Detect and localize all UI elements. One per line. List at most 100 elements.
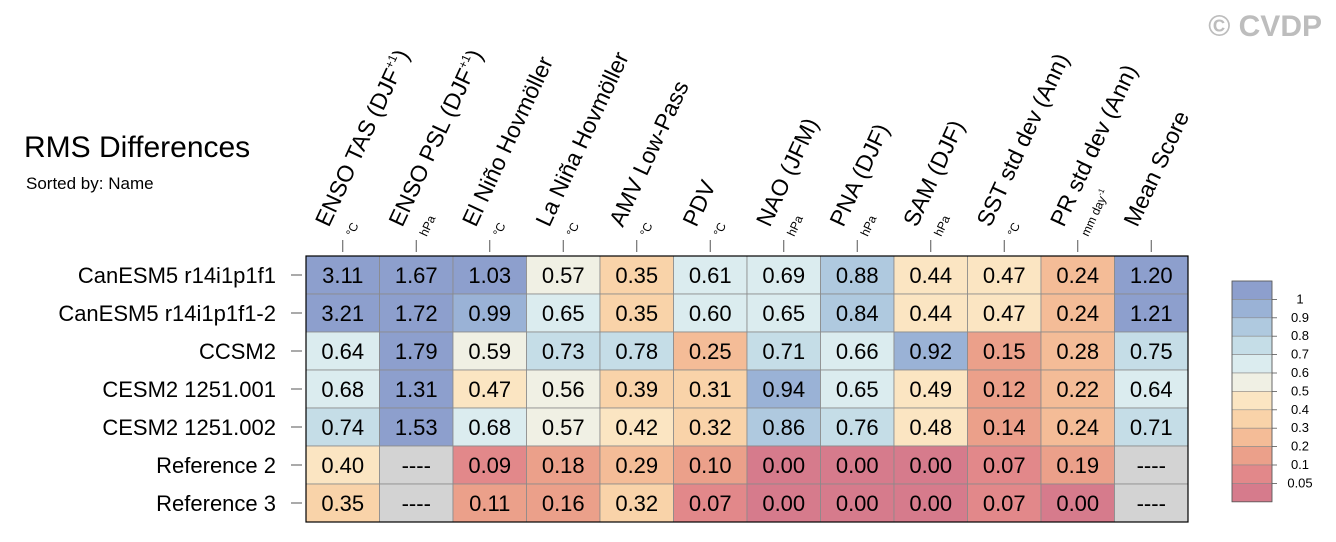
column-label: PNA (DJF) [824,120,894,231]
colorbar-label: 0.5 [1291,383,1309,398]
cell-value: ---- [402,453,431,478]
cell-value: 0.65 [836,377,879,402]
cell-value: 3.21 [321,301,364,326]
cell-value: 1.72 [395,301,438,326]
heatmap-cell [599,331,674,371]
grid-border [305,255,1189,523]
cell-value: 0.16 [542,491,585,516]
column-header: PDV°C [677,176,729,239]
heatmap-cell [673,255,748,295]
cell-value: 0.84 [836,301,879,326]
cell-value: 0.12 [983,377,1026,402]
heatmap-cell [673,369,748,409]
column-label: PDV [677,176,721,230]
column-unit: °C [490,220,509,238]
heatmap-cell [967,445,1042,485]
cell-value: 0.44 [909,301,952,326]
colorbar-label: 0.8 [1291,328,1309,343]
cell-value: 1.67 [395,263,438,288]
cell-value: 0.07 [689,491,732,516]
cell-value: 1.21 [1130,301,1173,326]
cell-value: 0.60 [689,301,732,326]
cell-value: 1.53 [395,415,438,440]
colorbar-swatch [1231,391,1273,411]
cell-value: ---- [1137,453,1166,478]
cell-value: 1.31 [395,377,438,402]
heatmap-cell [379,445,454,485]
heatmap-cell [305,293,380,333]
cell-value: 0.75 [1130,339,1173,364]
column-unit: °C [637,220,656,238]
heatmap-cell [893,483,968,523]
cell-value: 0.92 [909,339,952,364]
colorbar-swatch [1231,354,1273,374]
cell-value: 0.28 [1056,339,1099,364]
cell-value: 0.32 [615,491,658,516]
cell-value: 0.56 [542,377,585,402]
cell-value: 0.00 [762,453,805,478]
cell-value: 0.31 [689,377,732,402]
colorbar-swatch [1231,464,1273,484]
cell-value: 0.24 [1056,301,1099,326]
colorbar-label: 0.1 [1291,457,1309,472]
cell-value: 0.00 [909,491,952,516]
cell-value: 0.57 [542,263,585,288]
heatmap-cell [820,483,895,523]
heatmap-cell [379,255,454,295]
cell-value: 0.10 [689,453,732,478]
row-label: CanESM5 r14i1p1f1 [78,263,276,288]
cell-value: 0.73 [542,339,585,364]
row-label: Reference 2 [156,453,276,478]
heatmap-cell [1040,255,1115,295]
row-label: CESM2 1251.001 [102,377,276,402]
heatmap-cell [599,483,674,523]
heatmap-cell [746,445,821,485]
row-label: Reference 3 [156,491,276,516]
heatmap-cell [1040,331,1115,371]
column-label: NAO (JFM) [751,114,824,230]
cell-value: 0.18 [542,453,585,478]
column-unit: hPa [417,213,439,239]
cell-value: 0.47 [983,301,1026,326]
cell-value: 0.40 [321,453,364,478]
column-header: Mean Score [1118,107,1194,230]
colorbar-swatch [1231,409,1273,429]
heatmap-cell [673,331,748,371]
heatmap-cell [452,293,527,333]
cell-value: 1.20 [1130,263,1173,288]
cell-value: 0.00 [1056,491,1099,516]
heatmap-cell [1040,445,1115,485]
cell-value: 0.64 [321,339,364,364]
heatmap-cell [1040,293,1115,333]
heatmap-cell [673,445,748,485]
cell-value: 0.78 [615,339,658,364]
cell-value: 0.44 [909,263,952,288]
cell-value: 0.86 [762,415,805,440]
cell-value: 0.74 [321,415,364,440]
heatmap-cell [967,407,1042,447]
column-header: SST std dev (Ann)°C [971,49,1074,238]
cell-value: 0.57 [542,415,585,440]
row-label: CESM2 1251.002 [102,415,276,440]
heatmap-cell [526,407,601,447]
heatmap-cell [967,331,1042,371]
chart-subtitle: Sorted by: Name [26,174,154,193]
heatmap-cell [526,293,601,333]
colorbar-label: 1 [1296,291,1303,306]
colorbar-label: 0.4 [1291,402,1309,417]
cell-value: 0.35 [615,301,658,326]
cell-value: 0.68 [321,377,364,402]
row-label: CanESM5 r14i1p1f1-2 [58,301,276,326]
cell-value: 0.39 [615,377,658,402]
cell-value: 0.61 [689,263,732,288]
cell-value: 0.14 [983,415,1026,440]
heatmap-cell [305,407,380,447]
row-labels: CanESM5 r14i1p1f1 CanESM5 r14i1p1f1-2 CCSM… [58,263,302,516]
colorbar-swatch [1231,372,1273,392]
column-unit: °C [1005,220,1024,238]
colorbar-label: 0.7 [1291,347,1309,362]
colorbar-swatch [1231,446,1273,466]
cell-value: 0.68 [468,415,511,440]
cell-value: 0.24 [1056,263,1099,288]
